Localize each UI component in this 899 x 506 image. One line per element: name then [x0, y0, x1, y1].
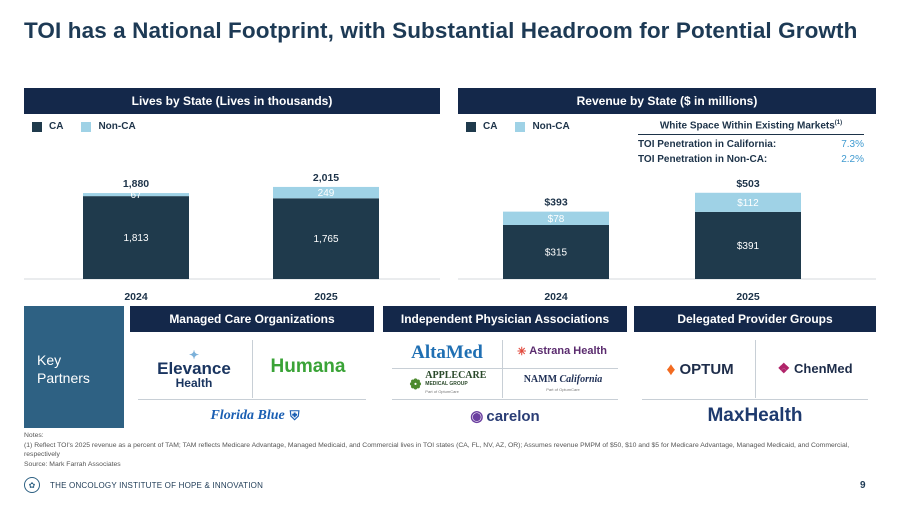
ipa-header: Independent Physician Associations	[383, 306, 627, 332]
category-label-2024: 2024	[544, 291, 568, 303]
astrana-logo: ✳ Astrana Health	[517, 345, 607, 358]
legend-nonca-label: Non-CA	[532, 121, 570, 132]
bar-label-ca-2024: 1,813	[123, 233, 148, 244]
category-label-2024: 2024	[124, 291, 148, 303]
bar-non-ca-2025	[273, 186, 379, 199]
bar-label-ca-2025: 1,765	[313, 234, 338, 245]
category-label-2025: 2025	[314, 291, 338, 303]
blue-cross-shield-icon: ⛨	[289, 408, 300, 423]
legend-ca-label: CA	[483, 121, 498, 132]
total-label-2025: 2,015	[313, 172, 339, 184]
florida-blue-logo: Florida Blue ⛨	[210, 408, 300, 423]
notes-source: Source: Mark Farrah Associates	[24, 460, 121, 468]
total-label-2024: $393	[544, 197, 568, 209]
toi-logo-icon: ✿	[24, 477, 40, 493]
elevance-mark-icon: ✦	[188, 348, 200, 362]
namm-logo: NAMM California Part of OptumCare	[523, 374, 603, 393]
bar-non-ca-2024	[83, 193, 189, 197]
nonca-penetration-label: TOI Penetration in Non-CA:	[638, 154, 768, 166]
bar-label-non-ca-2025: 249	[318, 188, 335, 199]
bar-label-ca-2025: $391	[737, 241, 760, 252]
lives-legend: CA Non-CA	[32, 121, 136, 132]
bar-non-ca-2024	[503, 211, 609, 225]
bar-label-non-ca-2025: $112	[737, 198, 759, 209]
bar-non-ca-2025	[695, 192, 801, 212]
legend-nonca-label: Non-CA	[98, 121, 136, 132]
bar-ca-2025	[273, 198, 379, 279]
page-title: TOI has a National Footprint, with Subst…	[24, 18, 858, 43]
bar-label-ca-2024: $315	[545, 248, 568, 259]
lives-chart: 1,813 67 1,880 2024 1,765 249 2,015 2025	[24, 165, 440, 305]
revenue-chart-header: Revenue by State ($ in millions)	[458, 88, 876, 114]
footer-company: THE ONCOLOGY INSTITUTE OF HOPE & INNOVAT…	[50, 481, 264, 490]
maxhealth-logo: MaxHealth	[707, 405, 803, 426]
applecare-leaf-icon: ❁	[409, 375, 422, 392]
legend-ca-swatch	[466, 121, 476, 132]
bar-ca-2024	[503, 225, 609, 279]
optum-mark-icon: ♦	[666, 358, 676, 379]
astrana-star-icon: ✳	[517, 345, 527, 358]
revenue-legend: CA Non-CA	[466, 121, 570, 132]
legend-ca-swatch	[32, 121, 42, 132]
ca-penetration-row: TOI Penetration in California: 7.3%	[638, 139, 864, 150]
notes-heading: Notes:	[24, 432, 44, 439]
bar-ca-2025	[695, 211, 801, 279]
page-number: 9	[860, 480, 866, 491]
legend-nonca-swatch	[515, 121, 526, 132]
bar-label-non-ca-2024: 67	[130, 190, 142, 201]
carelon-logo: ◉ carelon	[470, 407, 540, 426]
altamed-logo: AltaMed	[411, 342, 483, 363]
chenmed-logo: ❖ ChenMed	[777, 359, 853, 376]
elevance-logo: ✦ Elevance Health	[157, 348, 231, 390]
bar-ca-2024	[83, 196, 189, 279]
ca-penetration-value: 7.3%	[841, 139, 864, 151]
ca-penetration-label: TOI Penetration in California:	[638, 139, 777, 151]
nonca-penetration-row: TOI Penetration in Non-CA: 2.2%	[638, 154, 864, 165]
humana-logo: Humana	[270, 356, 346, 377]
optum-logo: ♦ OPTUM	[666, 358, 734, 379]
white-space-box: White Space Within Existing Markets(1) T…	[638, 120, 864, 165]
applecare-logo: ❁ APPLECARE MEDICAL GROUP Part of OptumC…	[409, 370, 487, 395]
bar-label-non-ca-2024: $78	[548, 214, 565, 225]
category-label-2025: 2025	[736, 291, 760, 303]
legend-ca-label: CA	[49, 121, 64, 132]
notes-line1: (1) Reflect TOI's 2025 revenue as a perc…	[24, 441, 850, 459]
chenmed-mark-icon: ❖	[777, 359, 791, 376]
total-label-2025: $503	[736, 178, 760, 190]
white-space-title: White Space Within Existing Markets(1)	[638, 120, 864, 136]
key-partners-box: Key Partners	[24, 306, 124, 428]
dpg-header: Delegated Provider Groups	[634, 306, 876, 332]
mco-header: Managed Care Organizations	[130, 306, 374, 332]
notes: Notes: (1) Reflect TOI's 2025 revenue as…	[24, 431, 884, 469]
nonca-penetration-value: 2.2%	[841, 154, 864, 166]
carelon-mark-icon: ◉	[470, 408, 484, 425]
lives-chart-header: Lives by State (Lives in thousands)	[24, 88, 440, 114]
key-partners-label: Key Partners	[37, 352, 90, 386]
revenue-chart: $315 $78 $393 2024 $391 $112 $503 2025	[458, 165, 876, 305]
total-label-2024: 1,880	[123, 178, 149, 190]
legend-nonca-swatch	[81, 121, 92, 132]
